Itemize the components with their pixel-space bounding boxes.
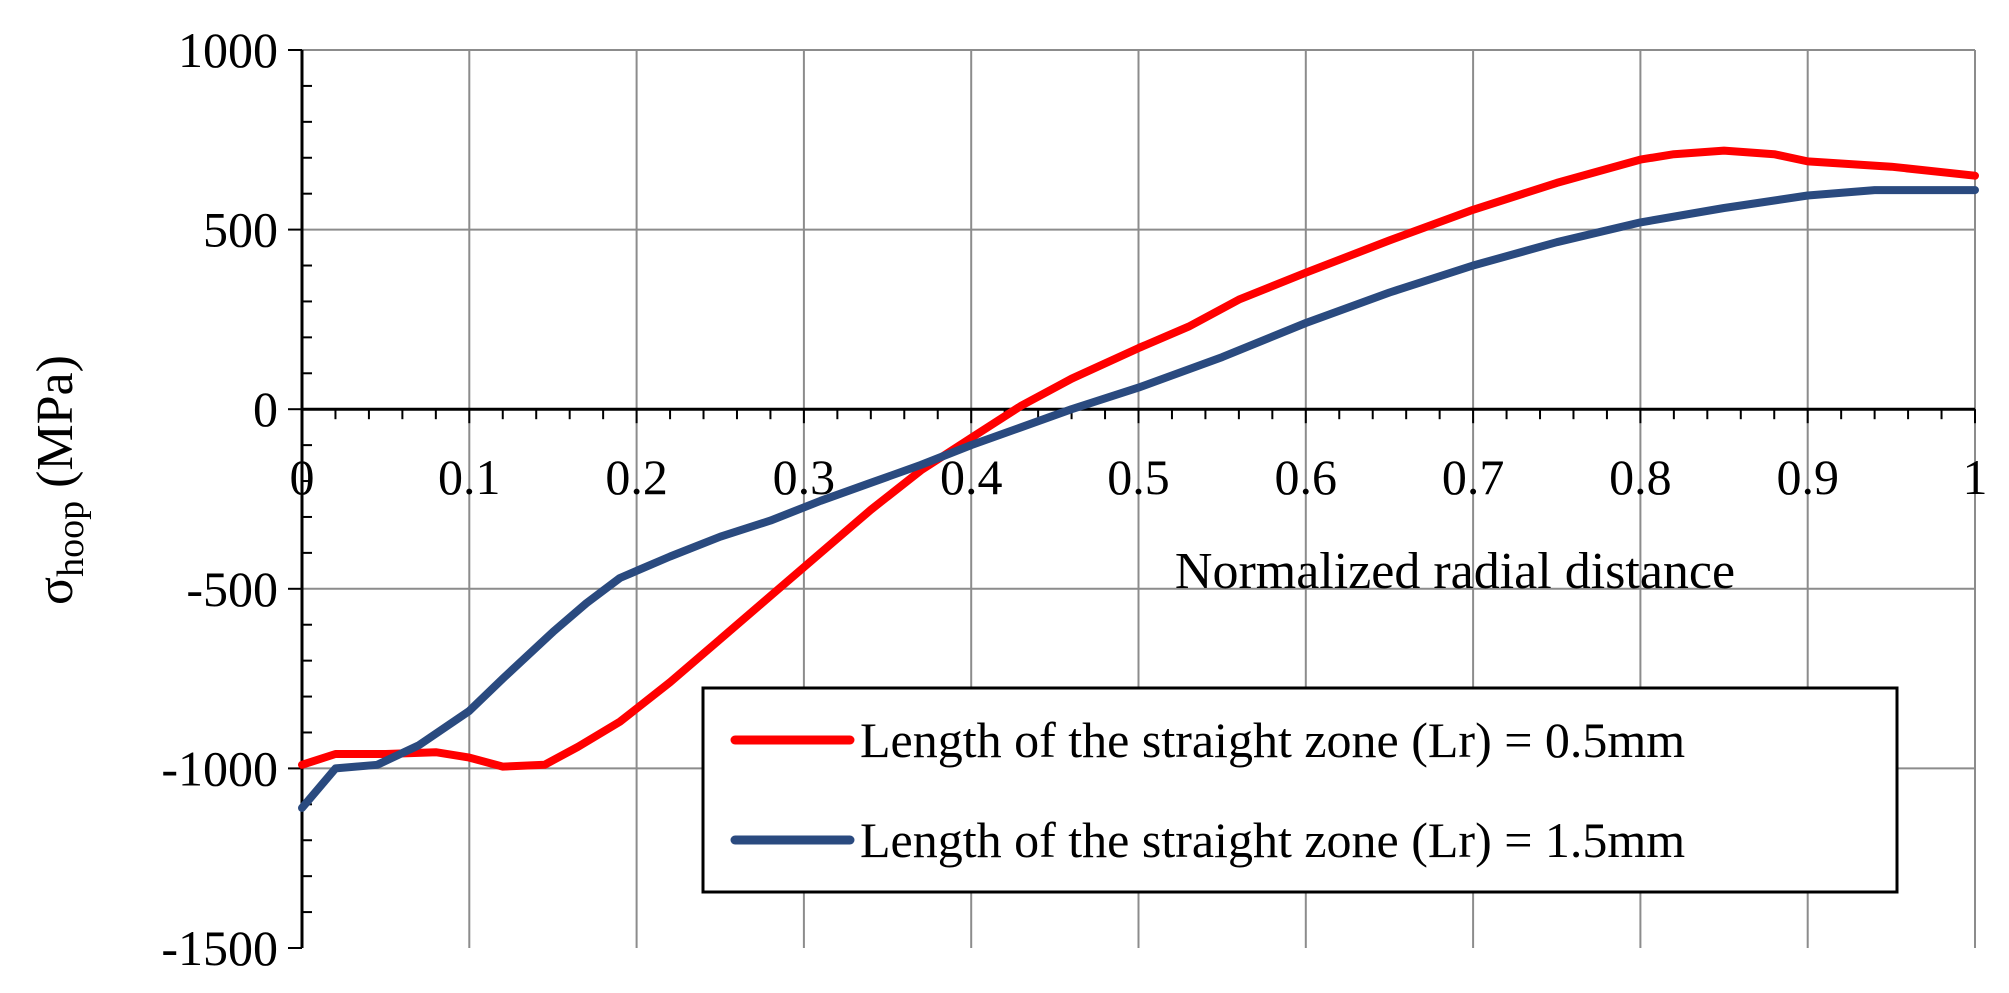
series-line-1 — [298, 146, 1979, 771]
x-axis-title: Normalized radial distance — [1175, 543, 1735, 600]
axes — [288, 49, 1976, 949]
y-axis-title: σhoop (MPa) — [27, 355, 92, 605]
y-tick-label: 500 — [203, 202, 278, 258]
y-tick-label: -500 — [186, 561, 278, 617]
x-tick-label: 0.2 — [605, 449, 668, 505]
legend-label-series-2: Length of the straight zone (Lr) = 1.5mm — [860, 812, 1685, 868]
y-tick-label: 1000 — [178, 22, 278, 78]
x-tick-label: 0.4 — [940, 449, 1003, 505]
x-tick-label: 1 — [1963, 449, 1988, 505]
y-tick-label: -1000 — [161, 740, 278, 796]
y-axis-title-unit: (MPa) — [27, 355, 84, 501]
series-lines — [298, 146, 1979, 812]
x-tick-label: 0.9 — [1776, 449, 1839, 505]
legend: Length of the straight zone (Lr) = 0.5mm… — [701, 686, 1899, 894]
x-tick-label: 0.5 — [1107, 449, 1170, 505]
y-axis-title-subscript: hoop — [50, 501, 92, 577]
x-tick-label: 0.8 — [1609, 449, 1672, 505]
y-tick-label: 0 — [253, 381, 278, 437]
x-tick-label: 0.6 — [1275, 449, 1338, 505]
legend-box — [701, 686, 1899, 894]
x-tick-label: 0.7 — [1442, 449, 1505, 505]
y-tick-labels: 1000 500 0 -500 -1000 -1500 — [161, 22, 278, 976]
x-tick-labels: 0 0.1 0.2 0.3 0.4 0.5 0.6 0.7 0.8 0.9 1 — [290, 449, 1988, 505]
x-tick-label: 0.1 — [438, 449, 501, 505]
series-line-2 — [298, 186, 1979, 812]
legend-label-series-1: Length of the straight zone (Lr) = 0.5mm — [860, 712, 1685, 768]
y-tick-label: -1500 — [161, 920, 278, 976]
x-tick-label: 0 — [290, 449, 315, 505]
y-axis-title-symbol: σ — [27, 577, 84, 605]
